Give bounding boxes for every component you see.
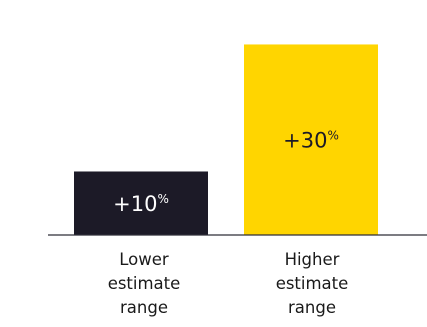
category-label-lower-line-3: range [120, 298, 168, 317]
category-label-lower: Lower estimate range [74, 248, 214, 320]
category-label-higher-line-3: range [288, 298, 336, 317]
bar-higher [244, 44, 378, 236]
category-label-lower-line-2: estimate [107, 274, 181, 293]
category-label-higher-line-1: Higher [284, 250, 340, 269]
category-label-higher: Higher estimate range [242, 248, 382, 320]
bar-value-unit-higher: % [327, 129, 338, 143]
bar-lower [74, 171, 208, 235]
category-label-lower-line-1: Lower [119, 250, 169, 269]
bar-value-unit-lower: % [157, 192, 168, 206]
category-label-higher-line-2: estimate [275, 274, 349, 293]
